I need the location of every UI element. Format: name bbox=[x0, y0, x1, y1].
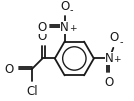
Text: Cl: Cl bbox=[26, 85, 38, 98]
Text: O: O bbox=[60, 0, 69, 13]
Text: -: - bbox=[69, 5, 72, 15]
Text: O: O bbox=[38, 21, 47, 34]
Text: O: O bbox=[5, 63, 14, 76]
Text: +: + bbox=[113, 55, 121, 64]
Text: -: - bbox=[120, 37, 123, 47]
Text: O: O bbox=[38, 29, 47, 43]
Text: N: N bbox=[105, 52, 113, 65]
Text: O: O bbox=[110, 31, 119, 44]
Text: +: + bbox=[69, 24, 77, 33]
Text: O: O bbox=[104, 76, 113, 89]
Text: N: N bbox=[60, 21, 69, 34]
